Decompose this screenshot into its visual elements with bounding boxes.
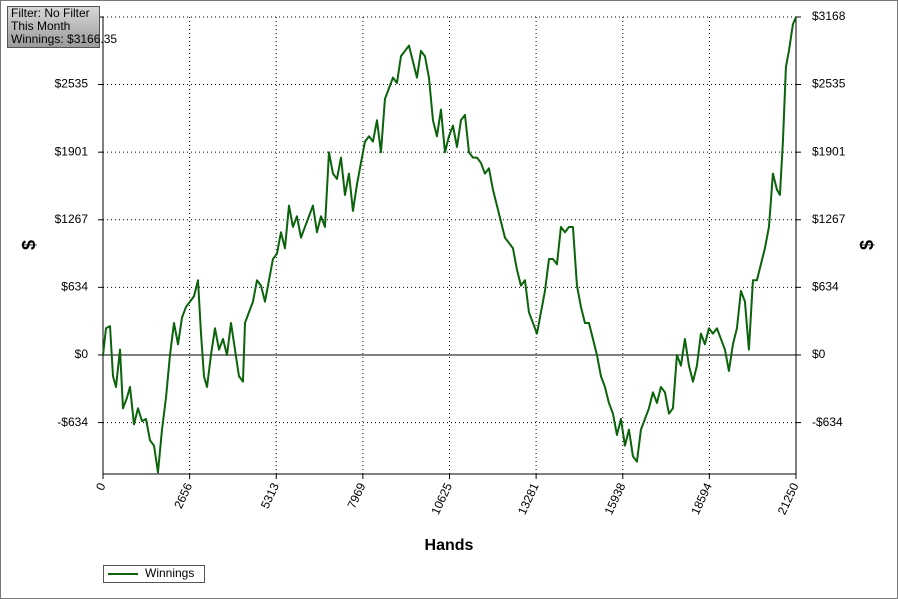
y-tick-label: $2535 [55, 77, 89, 91]
series-line [102, 16, 797, 474]
y2-tick-label: $1267 [812, 212, 846, 226]
filter-box-bg [7, 6, 100, 48]
x-axis-label: Hands [425, 537, 474, 554]
legend-box [103, 565, 205, 583]
y-axis-label: $ [19, 240, 39, 250]
y2-tick-label: $3168 [812, 9, 846, 23]
y2-tick-label: $634 [812, 279, 839, 293]
filter-box: Filter: No Filter This Month Winnings: $… [7, 6, 117, 48]
y-tick-label: $1267 [55, 212, 89, 226]
y2-axis-label: $ [857, 240, 877, 250]
y2-tick-label: $2535 [812, 77, 846, 91]
y-tick-label: $0 [75, 347, 89, 361]
annotation-line: Winnings: $3166.35 [11, 32, 117, 46]
annotation-line: Filter: No Filter [11, 6, 90, 20]
legend: Winnings [103, 565, 205, 583]
y2-tick-label: $0 [812, 347, 826, 361]
legend-label: Winnings [145, 566, 194, 580]
y-tick-label: -$634 [57, 415, 88, 429]
y-tick-label: $1901 [55, 144, 89, 158]
plot-area: 02656531379691062513281159381859421250$3… [55, 9, 846, 517]
y-tick-label: $634 [61, 279, 88, 293]
annotation-line: This Month [11, 19, 70, 33]
y2-tick-label: -$634 [812, 415, 843, 429]
y2-tick-label: $1901 [812, 144, 846, 158]
